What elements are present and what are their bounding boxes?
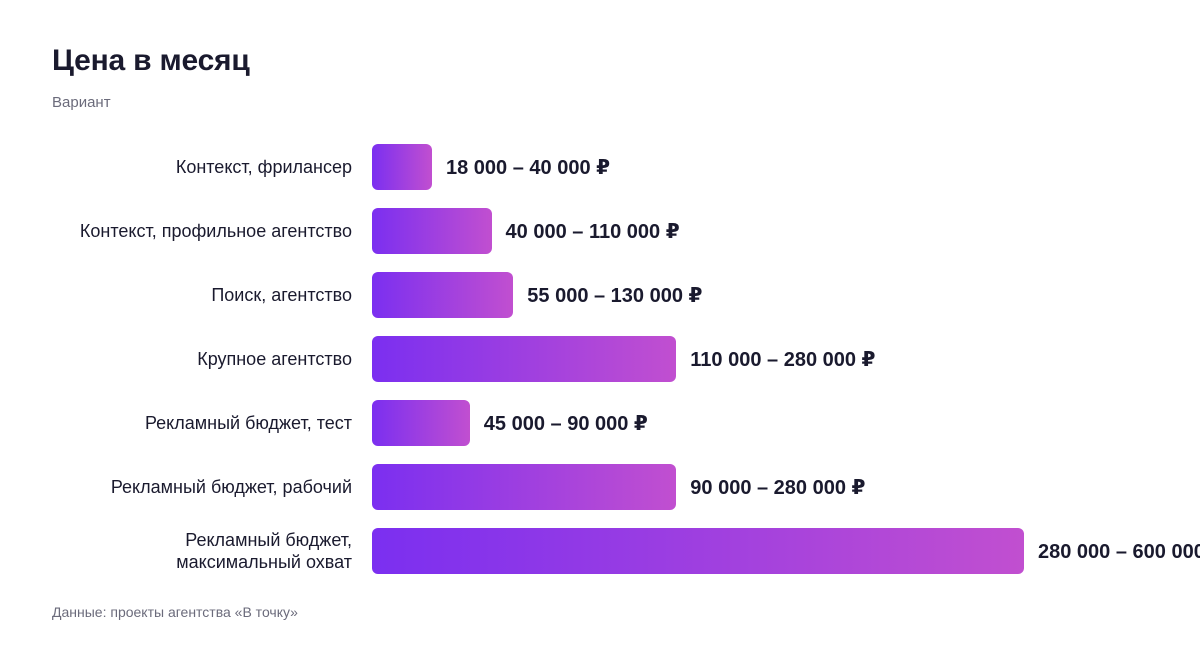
chart-subtitle: Вариант xyxy=(52,94,111,111)
category-label: Поиск, агентство xyxy=(211,285,352,305)
bar xyxy=(372,464,677,510)
category-label: Рекламный бюджет, тест xyxy=(144,413,352,433)
category-label: Крупное агентство xyxy=(197,349,352,369)
data-source-note: Данные: проекты агентства «В точку» xyxy=(52,604,298,620)
category-label: Контекст, профильное агентство xyxy=(79,221,352,241)
bar xyxy=(372,336,677,382)
chart-title: Цена в месяц xyxy=(52,44,250,77)
bar xyxy=(372,272,514,318)
bar xyxy=(372,144,432,190)
bar xyxy=(372,528,1024,574)
category-label: Рекламный бюджет, рабочий xyxy=(110,477,352,497)
bar-value-label: 18 000 – 40 000 ₽ xyxy=(446,157,611,179)
bar-value-label: 55 000 – 130 000 ₽ xyxy=(527,285,703,307)
bar-value-label: 45 000 – 90 000 ₽ xyxy=(483,413,648,435)
bar-value-label: 90 000 – 280 000 ₽ xyxy=(690,477,866,499)
bar-value-label: 40 000 – 110 000 ₽ xyxy=(505,221,680,243)
bar xyxy=(372,208,492,254)
bar-value-label: 110 000 – 280 000 ₽ xyxy=(690,349,876,371)
bar-value-label: 280 000 – 600 000 ₽ xyxy=(1038,541,1200,563)
category-label: Рекламный бюджет, максимальный охват xyxy=(176,530,352,572)
bar xyxy=(372,400,470,446)
category-label: Контекст, фрилансер xyxy=(175,157,352,177)
